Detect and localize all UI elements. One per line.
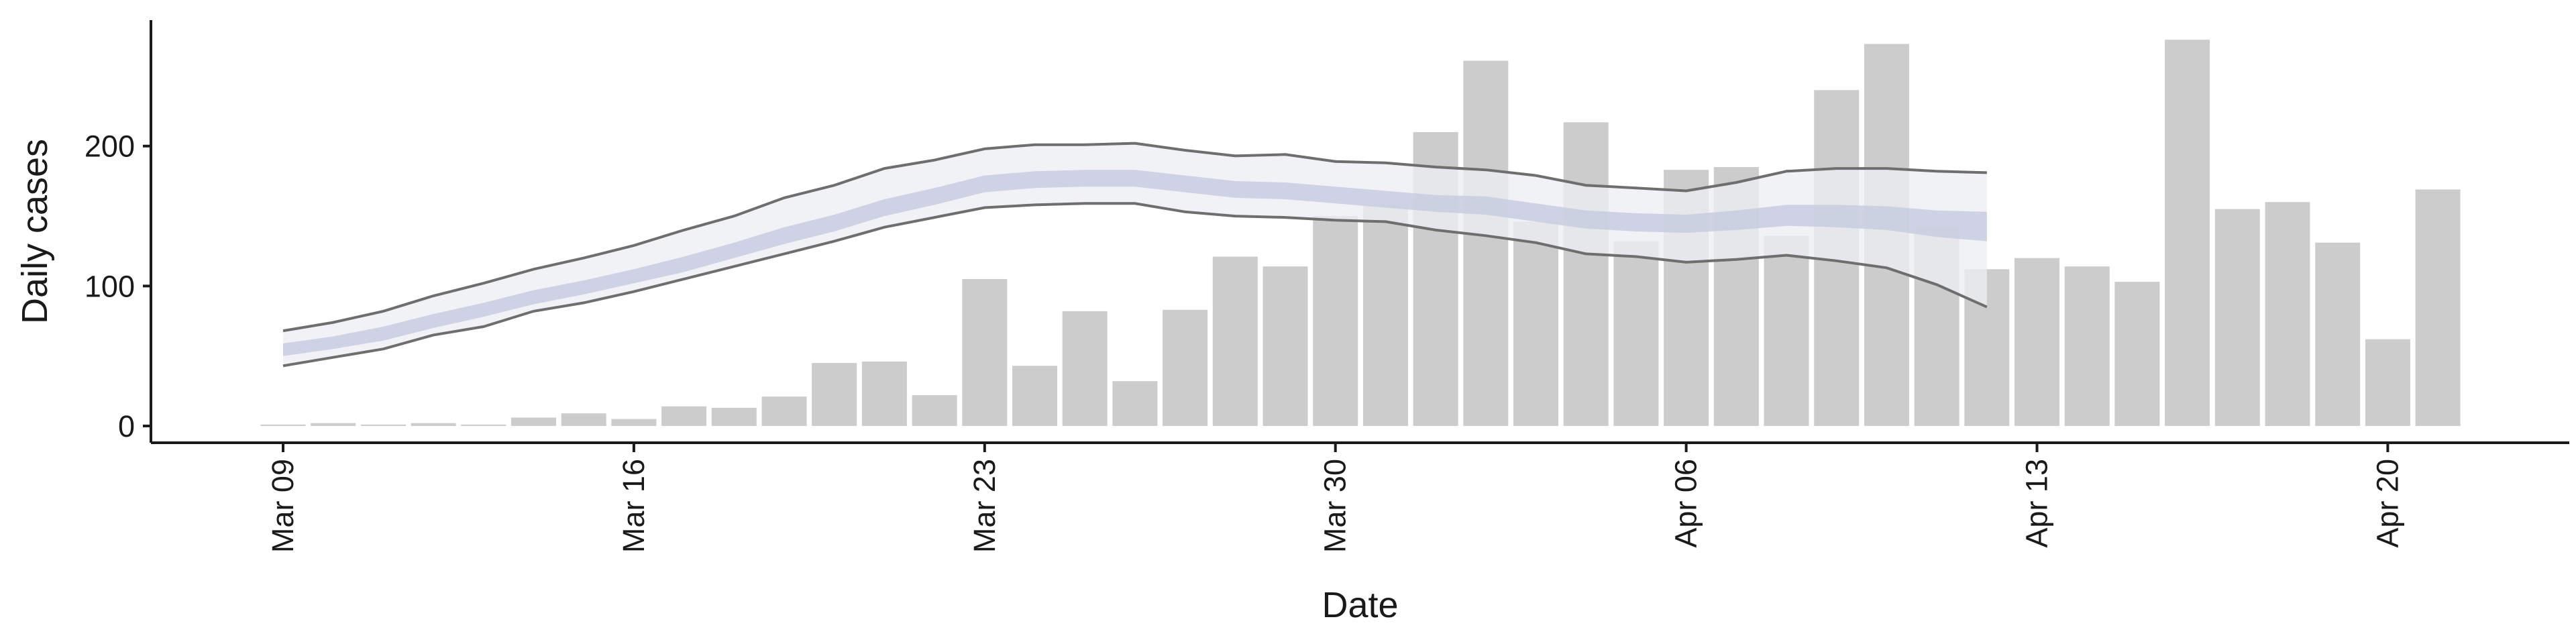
case-bar-apr-03	[1513, 221, 1558, 426]
x-ticks-layer: Mar 09 Mar 16 Mar 23 Mar 30 Apr 06 Apr 13 Apr …	[266, 443, 2404, 553]
case-bar-apr-05	[1613, 241, 1659, 426]
case-bar-mar-19	[761, 396, 807, 426]
case-bar-apr-20	[2365, 339, 2410, 426]
y-axis-title: Daily cases	[15, 139, 55, 324]
y-tick-label-200: 200	[85, 129, 135, 164]
case-bar-apr-19	[2315, 242, 2361, 426]
case-bar-mar-16	[611, 419, 657, 426]
axes-layer	[150, 20, 2569, 444]
case-bar-apr-14	[2064, 266, 2110, 426]
case-bar-mar-09	[260, 424, 306, 426]
case-bar-apr-13	[2015, 258, 2059, 426]
case-bar-apr-02	[1463, 60, 1509, 426]
case-bar-mar-12	[411, 423, 456, 426]
case-bar-mar-22	[912, 395, 957, 426]
case-bar-apr-04	[1563, 122, 1609, 426]
case-bar-apr-15	[2114, 282, 2160, 426]
case-bar-apr-16	[2165, 40, 2210, 426]
case-bar-mar-24	[1012, 366, 1057, 426]
case-bar-mar-31	[1362, 205, 1408, 426]
y-tick-label-0: 0	[118, 409, 135, 443]
case-bar-mar-23	[962, 278, 1008, 426]
case-bar-mar-18	[711, 407, 757, 426]
x-tick-label-mar-09: Mar 09	[266, 459, 300, 553]
case-bar-mar-30	[1313, 216, 1358, 426]
case-bar-mar-26	[1112, 381, 1158, 426]
case-bar-apr-18	[2265, 202, 2310, 426]
case-bar-mar-17	[661, 406, 707, 426]
y-ticks-layer: 0 100 200	[85, 129, 151, 443]
case-bar-apr-21	[2415, 189, 2461, 426]
x-tick-label-apr-20: Apr 20	[2370, 459, 2404, 548]
x-tick-label-apr-13: Apr 13	[2020, 459, 2054, 548]
estimate-upper-bound-line	[282, 142, 1987, 333]
bars-layer	[260, 40, 2461, 426]
x-tick-label-apr-06: Apr 06	[1669, 459, 1703, 548]
case-bar-mar-21	[861, 362, 907, 426]
case-bar-mar-20	[812, 363, 857, 426]
y-tick-label-100: 100	[85, 269, 135, 303]
x-tick-label-mar-23: Mar 23	[967, 459, 1002, 553]
case-bar-mar-28	[1212, 256, 1258, 426]
estimate-band-50	[283, 170, 1987, 356]
case-bar-mar-29	[1263, 266, 1308, 426]
x-tick-label-mar-30: Mar 30	[1318, 459, 1352, 553]
case-bar-apr-17	[2214, 209, 2260, 426]
case-bar-mar-13	[461, 424, 506, 426]
estimate-bands-layer	[282, 142, 1988, 368]
case-bar-mar-14	[511, 417, 556, 426]
case-bar-mar-10	[311, 423, 356, 426]
x-tick-label-mar-16: Mar 16	[616, 459, 651, 553]
case-bar-apr-08	[1764, 235, 1809, 426]
estimate-band-90	[283, 143, 1987, 366]
estimate-lower-bound-line	[282, 202, 1988, 368]
x-axis-title: Date	[1322, 585, 1398, 625]
case-bar-mar-25	[1062, 311, 1108, 426]
case-bar-mar-15	[561, 413, 606, 426]
case-bar-mar-11	[360, 424, 406, 426]
case-bar-mar-27	[1163, 309, 1208, 426]
